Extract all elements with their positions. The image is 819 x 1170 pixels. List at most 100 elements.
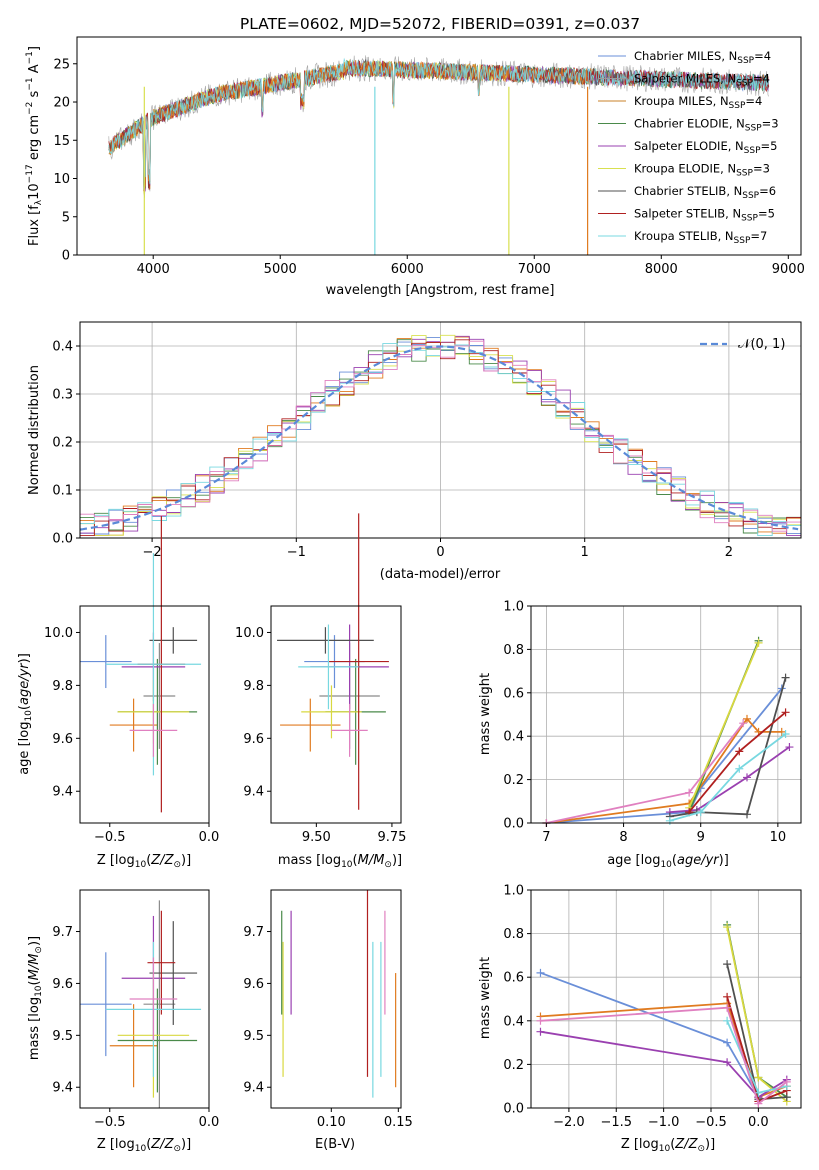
x-axis-label: Z [log10(Z/Z⊙)] <box>97 853 191 870</box>
y-axis-label: mass weight <box>478 957 493 1039</box>
y-tick-label: 0.4 <box>52 340 73 355</box>
plot-area-1 <box>79 334 801 537</box>
legend-label: Chabrier STELIB, NSSP=6 <box>634 184 776 201</box>
x-tick-label: 0 <box>436 545 444 560</box>
normal-curve <box>79 345 799 531</box>
y-tick-label: 0.1 <box>52 484 73 499</box>
mass-weight-series <box>669 746 790 813</box>
histogram-series <box>80 340 801 532</box>
mass-weight-series <box>669 733 787 822</box>
y-tick-label: 10.0 <box>235 626 264 641</box>
legend-label: Kroupa MILES, NSSP=4 <box>634 94 762 111</box>
data-marker <box>696 808 705 817</box>
y-tick-label: 9.5 <box>52 1029 73 1044</box>
x-tick-label: −1.5 <box>600 1115 632 1130</box>
spectrum-legend: Chabrier MILES, NSSP=4 Salpeter MILES, NS… <box>598 49 779 246</box>
data-marker <box>754 638 763 647</box>
x-tick-label: 5000 <box>264 262 297 277</box>
x-axis-label: Z [log10(Z/Z⊙)] <box>97 1137 191 1154</box>
panel-4: 7 8 9 10 0.0 0.2 0.4 0.6 0.8 1.0 <box>503 600 802 845</box>
x-tick-label: −2.0 <box>553 1115 585 1130</box>
mass-weight-series <box>540 1006 788 1106</box>
data-marker <box>723 923 732 932</box>
y-tick-label: 9.7 <box>52 925 73 940</box>
plot-area-6 <box>281 890 397 1098</box>
data-marker <box>739 719 748 728</box>
panel-0: 4000 5000 6000 7000 8000 9000 0 5 10 15 20 25 <box>53 36 805 277</box>
data-marker <box>723 1038 732 1047</box>
mass-weight-series <box>669 677 787 818</box>
y-tick-label: 9.6 <box>52 732 73 747</box>
y-tick-label: 0.0 <box>52 532 73 547</box>
x-tick-label: 9 <box>697 830 705 845</box>
x-axis-label: Z [log10(Z/Z⊙)] <box>621 1137 715 1154</box>
y-tick-label: 0.0 <box>503 1102 524 1117</box>
y-tick-label: 5 <box>62 210 70 225</box>
axes-frame <box>76 36 802 256</box>
axes-frame <box>530 889 802 1109</box>
plot-area-4 <box>542 636 794 827</box>
data-marker <box>785 743 794 752</box>
plot-area-2 <box>80 516 202 813</box>
data-marker <box>743 810 751 819</box>
data-marker <box>781 730 790 739</box>
panel-6: 0.10 0.15 9.4 9.5 9.6 9.7 <box>243 889 413 1130</box>
data-marker <box>685 788 694 797</box>
panel-7: −2.0 −1.5 −1.0 −0.5 0.0 0.0 0.2 0.4 0.6 0.8 1.0 <box>503 884 802 1130</box>
data-marker <box>743 714 751 723</box>
spectrum-series <box>108 57 770 190</box>
x-tick-label: −1.0 <box>648 1115 680 1130</box>
x-axis-label: wavelength [Angstrom, rest frame] <box>326 283 555 298</box>
axes-frame <box>530 605 802 824</box>
data-marker <box>723 1003 732 1012</box>
y-tick-label: 0.2 <box>503 773 524 788</box>
y-tick-label: 15 <box>53 134 70 149</box>
legend-label: Chabrier ELODIE, NSSP=3 <box>634 117 779 134</box>
panel-5: −0.5 0.0 9.4 9.5 9.6 9.7 <box>52 889 219 1130</box>
y-tick-label: 0.3 <box>52 388 73 403</box>
x-tick-label: 4000 <box>137 262 170 277</box>
x-tick-label: −1 <box>287 545 306 560</box>
y-axis-label: Flux [fλ10−17 erg cm−2 s−1 A−1] <box>25 46 44 246</box>
y-tick-label: 1.0 <box>503 884 524 899</box>
y-tick-label: 9.8 <box>52 679 73 694</box>
y-tick-label: 0.2 <box>52 436 73 451</box>
data-marker <box>743 773 751 782</box>
data-marker <box>723 992 732 1001</box>
y-tick-label: 10 <box>53 172 70 187</box>
legend-label: Kroupa STELIB, NSSP=7 <box>634 229 767 246</box>
mass-weight-series <box>540 971 760 1098</box>
y-tick-label: 9.6 <box>243 977 264 992</box>
y-tick-label: 0.4 <box>503 1014 524 1029</box>
x-tick-label: 0.0 <box>199 830 220 845</box>
axes-frame <box>270 889 402 1109</box>
x-axis-label: mass [log10(M/M⊙)] <box>278 853 402 870</box>
legend-label: Chabrier MILES, NSSP=4 <box>634 49 771 66</box>
x-tick-label: 0.15 <box>384 1115 413 1130</box>
legend-label: Salpeter ELODIE, NSSP=5 <box>634 139 777 156</box>
mass-weight-series <box>726 926 788 1103</box>
mass-weight-series <box>688 642 760 809</box>
y-axis-label: age [log10(age/yr)] <box>17 653 34 775</box>
plot-area-5 <box>80 900 202 1108</box>
panel-2: −0.5 0.0 9.4 9.6 9.8 10.0 <box>44 516 219 845</box>
data-marker <box>754 1099 763 1108</box>
axes-frame <box>79 889 210 1109</box>
x-tick-label: 6000 <box>391 262 424 277</box>
plot-area-0 <box>108 55 770 255</box>
y-tick-label: 0.6 <box>503 971 524 986</box>
y-tick-label: 9.4 <box>52 785 73 800</box>
data-marker <box>735 747 744 756</box>
y-tick-label: 9.4 <box>52 1081 73 1096</box>
data-marker <box>665 816 674 825</box>
x-tick-label: 9000 <box>772 262 805 277</box>
y-tick-label: 0.6 <box>503 686 524 701</box>
x-tick-label: −0.5 <box>94 830 126 845</box>
x-tick-label: 7 <box>542 830 550 845</box>
data-marker <box>781 708 790 717</box>
y-tick-label: 0.8 <box>503 643 524 658</box>
x-tick-label: 10 <box>770 830 787 845</box>
y-tick-label: 9.6 <box>52 977 73 992</box>
data-marker <box>754 1073 763 1082</box>
